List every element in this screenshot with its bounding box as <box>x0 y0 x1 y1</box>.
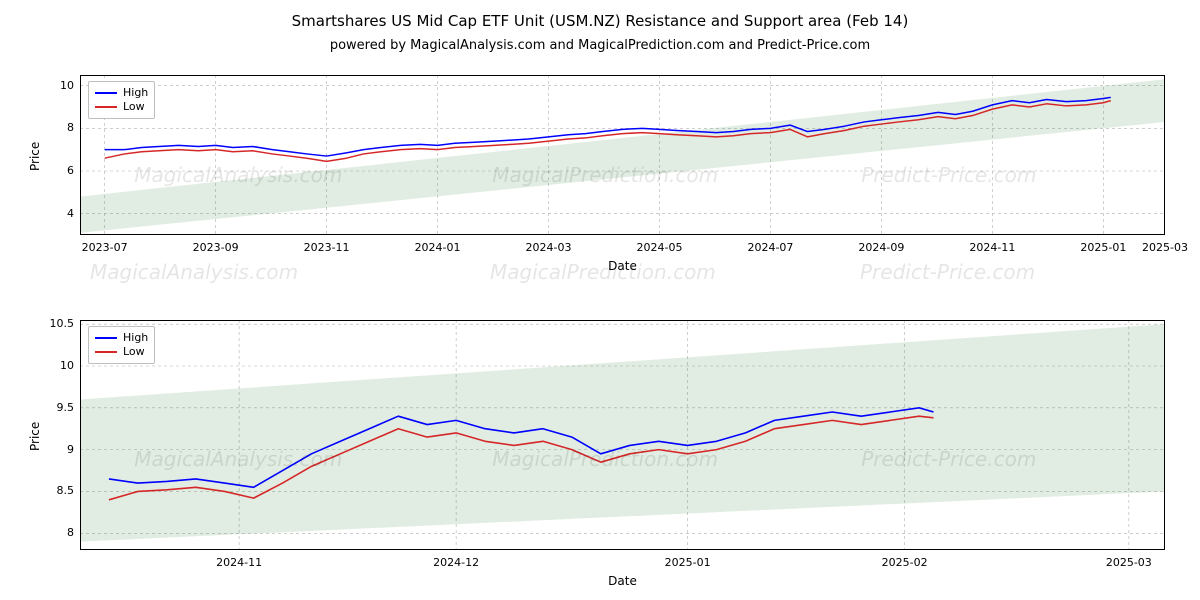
y-tick-label: 10.5 <box>40 317 74 330</box>
legend-label: High <box>123 331 148 345</box>
x-tick-label: 2025-03 <box>1099 556 1159 569</box>
y-tick-label: 9 <box>40 443 74 456</box>
x-tick-label: 2024-11 <box>962 241 1022 254</box>
legend-label: High <box>123 86 148 100</box>
x-axis-label: Date <box>80 574 1165 588</box>
x-tick-label: 2025-01 <box>1073 241 1133 254</box>
x-tick-label: 2025-01 <box>658 556 718 569</box>
x-tick-label: 2024-03 <box>519 241 579 254</box>
y-axis-label: Price <box>28 422 42 451</box>
legend-swatch <box>95 106 117 108</box>
legend-item: High <box>95 86 148 100</box>
legend-item: Low <box>95 345 148 359</box>
x-axis-label: Date <box>80 259 1165 273</box>
chart-panel-bottom <box>80 320 1165 550</box>
x-tick-label: 2024-12 <box>426 556 486 569</box>
legend-label: Low <box>123 100 145 114</box>
chart-title: Smartshares US Mid Cap ETF Unit (USM.NZ)… <box>0 12 1200 30</box>
x-tick-label: 2025-02 <box>875 556 935 569</box>
y-tick-label: 10 <box>40 359 74 372</box>
y-axis-label: Price <box>28 142 42 171</box>
legend-item: High <box>95 331 148 345</box>
legend-item: Low <box>95 100 148 114</box>
x-tick-label: 2024-01 <box>408 241 468 254</box>
y-tick-label: 9.5 <box>40 401 74 414</box>
x-tick-label: 2024-09 <box>851 241 911 254</box>
y-tick-label: 8.5 <box>40 484 74 497</box>
chart-subtitle: powered by MagicalAnalysis.com and Magic… <box>0 38 1200 53</box>
legend: HighLow <box>88 81 155 119</box>
y-tick-label: 8 <box>40 526 74 539</box>
chart-plot-area <box>80 75 1165 235</box>
x-tick-label: 2023-07 <box>75 241 135 254</box>
chart-plot-area <box>80 320 1165 550</box>
support-resistance-band <box>80 79 1165 209</box>
y-tick-label: 6 <box>40 164 74 177</box>
legend: HighLow <box>88 326 155 364</box>
x-tick-label: 2023-11 <box>297 241 357 254</box>
support-resistance-band <box>80 94 1165 222</box>
legend-swatch <box>95 337 117 339</box>
x-tick-label: 2024-07 <box>740 241 800 254</box>
x-tick-label: 2024-05 <box>629 241 689 254</box>
legend-swatch <box>95 351 117 353</box>
chart-panel-top <box>80 75 1165 235</box>
x-tick-label: 2025-03 <box>1135 241 1195 254</box>
y-tick-label: 4 <box>40 207 74 220</box>
x-tick-label: 2024-11 <box>209 556 269 569</box>
x-tick-label: 2023-09 <box>186 241 246 254</box>
y-tick-label: 10 <box>40 79 74 92</box>
legend-label: Low <box>123 345 145 359</box>
legend-swatch <box>95 92 117 94</box>
y-tick-label: 8 <box>40 121 74 134</box>
